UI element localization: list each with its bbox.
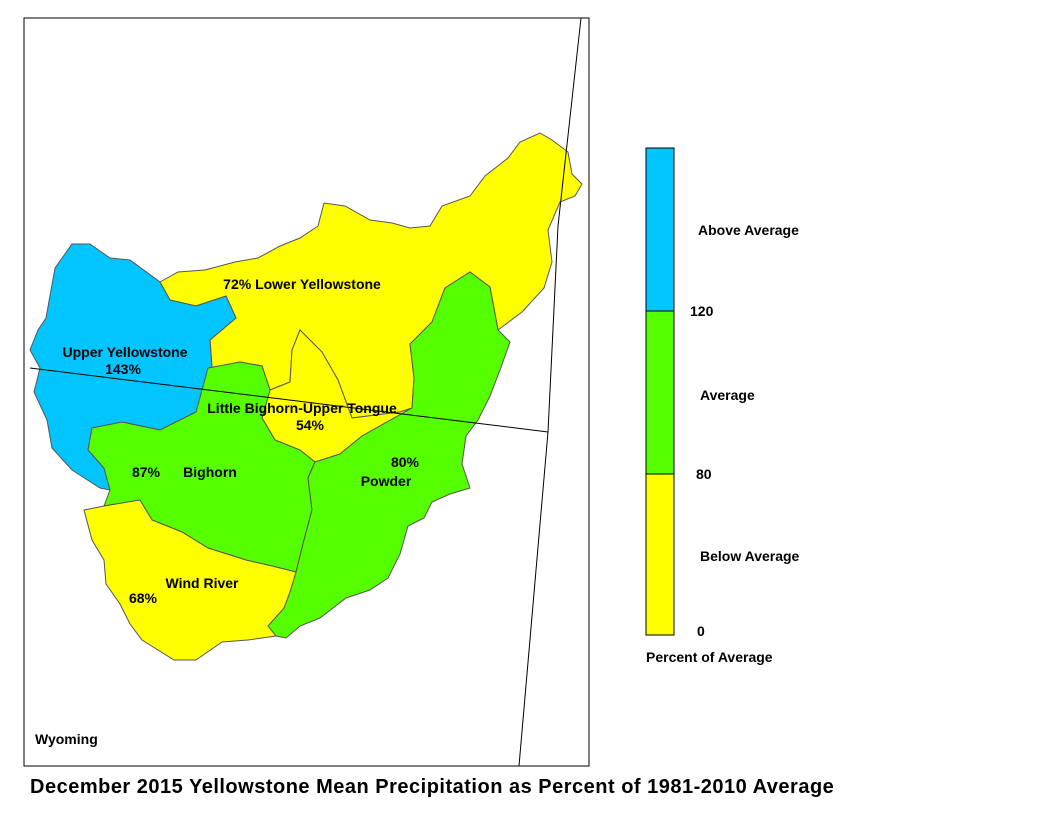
basin-label-lower-yellowstone: 72% Lower Yellowstone — [223, 276, 381, 292]
basin-value-little-bighorn-upper-tongue: 54% — [296, 417, 325, 433]
basin-value-wind-river: 68% — [129, 590, 158, 606]
legend-break-120: 120 — [690, 303, 714, 319]
state-boundary-line — [29, 367, 549, 433]
state-label: Wyoming — [35, 731, 98, 747]
basin-label-powder: Powder — [361, 473, 412, 489]
basin-powder[interactable] — [267, 271, 511, 639]
legend-break-80: 80 — [696, 466, 712, 482]
basin-value-upper-yellowstone: 143% — [105, 361, 141, 377]
basin-value-powder: 80% — [391, 454, 420, 470]
map-title: December 2015 Yellowstone Mean Precipita… — [30, 776, 834, 798]
legend-label-below: Below Average — [700, 548, 800, 564]
state-boundary-line — [518, 17, 582, 767]
basin-label-wind-river: Wind River — [166, 575, 240, 591]
basin-label-upper-yellowstone: Upper Yellowstone — [63, 344, 188, 360]
basin-value-bighorn: 87% — [132, 464, 161, 480]
basin-label-bighorn: Bighorn — [183, 464, 237, 480]
legend-label-average: Average — [700, 387, 755, 403]
legend-caption: Percent of Average — [646, 649, 773, 665]
basin-wind-river[interactable] — [83, 499, 297, 661]
legend-swatch-above — [645, 147, 675, 312]
legend-swatch-below — [645, 473, 675, 636]
legend-swatch-average — [645, 310, 675, 475]
legend-break-0: 0 — [697, 623, 705, 639]
basin-label-little-bighorn-upper-tongue: Little Bighorn-Upper Tongue — [207, 400, 397, 416]
legend-label-above: Above Average — [698, 222, 799, 238]
legend: Above Average Average Below Average 120 … — [645, 147, 800, 665]
